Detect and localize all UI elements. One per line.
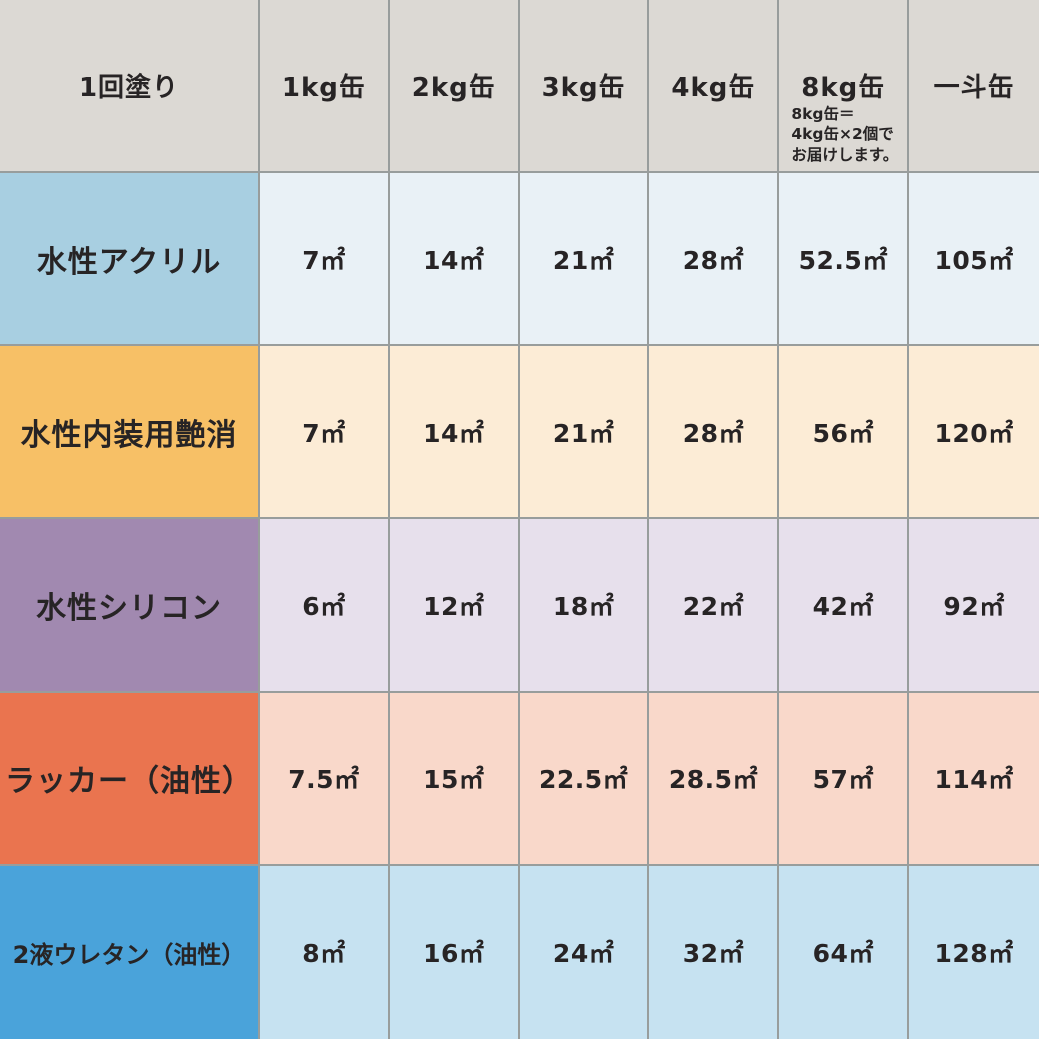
coverage-cell: 56㎡ xyxy=(779,346,910,520)
coverage-cell: 18㎡ xyxy=(519,519,650,693)
coverage-cell: 14㎡ xyxy=(389,173,520,347)
coverage-cell: 21㎡ xyxy=(519,173,650,347)
row-label-lacquer: ラッカー（油性） xyxy=(0,692,260,866)
coverage-cell: 42㎡ xyxy=(779,519,910,693)
row-label-urethane: 2液ウレタン（油性） xyxy=(0,865,260,1039)
coverage-cell: 7㎡ xyxy=(260,346,390,520)
coverage-cell: 7.5㎡ xyxy=(260,692,390,866)
row-label-suisei-naiso: 水性内装用艶消 xyxy=(0,346,260,520)
coverage-cell: 105㎡ xyxy=(909,173,1039,347)
coverage-cell: 28.5㎡ xyxy=(649,692,780,866)
header-label-8kg: 8kg缶 xyxy=(801,73,886,103)
coverage-cell: 14㎡ xyxy=(389,346,520,520)
header-note-8kg: 8kg缶＝ 4kg缶×2個で お届けします。 xyxy=(791,105,899,164)
coverage-cell: 114㎡ xyxy=(909,692,1039,866)
header-label-coat: 1回塗り xyxy=(78,73,180,103)
coverage-cell: 12㎡ xyxy=(389,519,520,693)
header-cell-8kg: 8kg缶 8kg缶＝ 4kg缶×2個で お届けします。 xyxy=(779,0,910,173)
row-label-suisei-acrylic: 水性アクリル xyxy=(0,173,260,347)
header-cell-4kg: 4kg缶 xyxy=(649,0,780,173)
header-cell-coat: 1回塗り xyxy=(0,0,260,173)
header-label-3kg: 3kg缶 xyxy=(541,73,626,103)
header-label-2kg: 2kg缶 xyxy=(411,73,496,103)
coverage-cell: 120㎡ xyxy=(909,346,1039,520)
coverage-cell: 6㎡ xyxy=(260,519,390,693)
header-label-itto: 一斗缶 xyxy=(933,73,1015,103)
coverage-cell: 21㎡ xyxy=(519,346,650,520)
coverage-cell: 15㎡ xyxy=(389,692,520,866)
header-cell-1kg: 1kg缶 xyxy=(260,0,390,173)
header-cell-2kg: 2kg缶 xyxy=(389,0,520,173)
coverage-cell: 64㎡ xyxy=(779,865,910,1039)
coverage-cell: 8㎡ xyxy=(260,865,390,1039)
coverage-cell: 92㎡ xyxy=(909,519,1039,693)
coverage-cell: 24㎡ xyxy=(519,865,650,1039)
coverage-cell: 7㎡ xyxy=(260,173,390,347)
header-label-1kg: 1kg缶 xyxy=(281,73,366,103)
header-cell-3kg: 3kg缶 xyxy=(519,0,650,173)
coverage-cell: 28㎡ xyxy=(649,346,780,520)
coverage-cell: 128㎡ xyxy=(909,865,1039,1039)
coverage-cell: 22.5㎡ xyxy=(519,692,650,866)
header-cell-itto: 一斗缶 xyxy=(909,0,1039,173)
header-label-4kg: 4kg缶 xyxy=(671,73,756,103)
coverage-cell: 16㎡ xyxy=(389,865,520,1039)
row-label-suisei-silicon: 水性シリコン xyxy=(0,519,260,693)
coverage-cell: 57㎡ xyxy=(779,692,910,866)
coverage-cell: 52.5㎡ xyxy=(779,173,910,347)
coverage-cell: 22㎡ xyxy=(649,519,780,693)
coverage-cell: 28㎡ xyxy=(649,173,780,347)
coverage-cell: 32㎡ xyxy=(649,865,780,1039)
